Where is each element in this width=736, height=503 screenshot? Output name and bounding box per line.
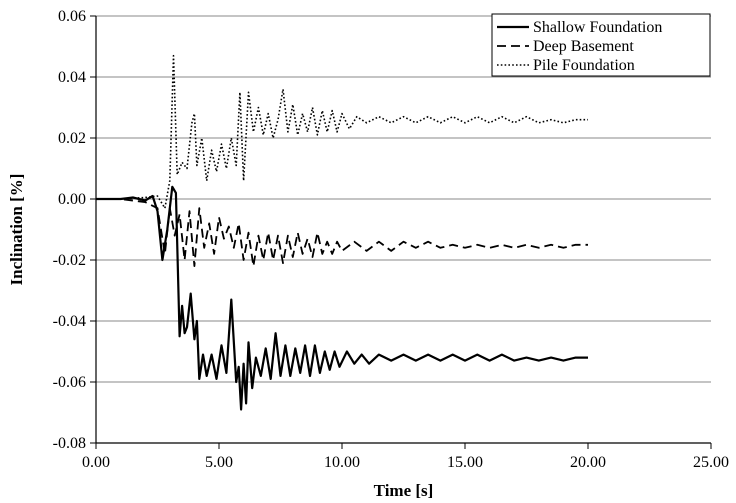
x-tick-label-4: 20.00 [570,454,606,471]
y-axis-title: Inclination [%] [7,174,26,286]
x-tick-label-1: 5.00 [205,454,233,471]
axes [90,15,712,449]
series-line-deep-basement [96,198,588,268]
x-axis-title: Time [s] [374,481,434,500]
x-tick-label-0: 0.00 [82,454,110,471]
y-tick-label-0: 0.06 [58,8,86,25]
x-tick-label-5: 25.00 [693,454,729,471]
series-line-shallow-foundation [96,185,588,411]
y-tick-labels: 0.06 0.04 0.02 0.00 -0.02 -0.04 -0.06 -0.08 [53,8,86,452]
x-tick-label-2: 10.00 [324,454,360,471]
y-tick-label-5: -0.04 [53,313,86,330]
legend-label-2: Pile Foundation [533,57,635,74]
legend-label-1: Deep Basement [533,38,634,55]
x-tick-labels: 0.00 5.00 10.00 15.00 20.00 25.00 [82,454,729,471]
y-tick-label-6: -0.06 [53,374,86,391]
y-tick-label-3: 0.00 [58,191,86,208]
legend: Shallow Foundation Deep Basement Pile Foun… [491,13,711,77]
y-tick-label-1: 0.04 [58,69,86,86]
x-tick-label-3: 15.00 [447,454,483,471]
series-line-pile-foundation [96,54,588,209]
y-tick-label-7: -0.08 [53,435,86,452]
series-lines [96,54,588,411]
y-tick-label-4: -0.02 [53,252,86,269]
legend-label-0: Shallow Foundation [533,19,662,36]
horizontal-gridlines [96,15,711,444]
y-tick-label-2: 0.02 [58,130,86,147]
